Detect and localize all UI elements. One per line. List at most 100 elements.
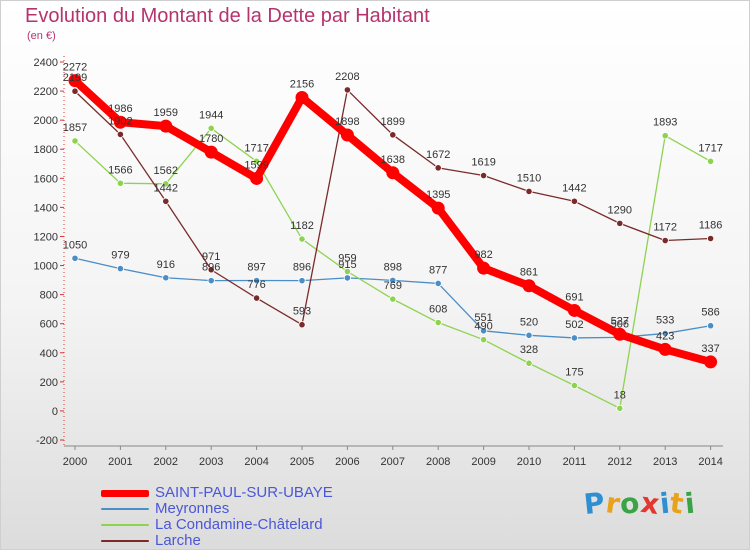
data-point [434, 164, 442, 172]
data-label: 959 [338, 252, 356, 264]
data-label: 175 [565, 366, 583, 378]
data-point [389, 276, 397, 284]
x-tick-label: 2002 [154, 456, 178, 468]
data-point [298, 277, 306, 285]
data-label: 1717 [244, 142, 268, 154]
data-point [162, 180, 170, 188]
legend-label: La Condamine-Châtelard [155, 516, 323, 533]
data-point [253, 157, 261, 165]
data-point [658, 342, 672, 356]
data-label: 1562 [154, 165, 178, 177]
x-tick-label: 2013 [653, 456, 677, 468]
data-point [253, 294, 261, 302]
data-point [706, 322, 715, 330]
data-point [116, 264, 125, 273]
data-label: 897 [247, 262, 265, 274]
y-tick-label: -200 [36, 435, 58, 447]
data-point [386, 166, 400, 180]
data-point [613, 327, 627, 341]
data-label: 533 [656, 314, 674, 326]
data-point [340, 128, 354, 142]
data-point [298, 321, 306, 329]
data-label: 1290 [608, 204, 632, 216]
data-point [706, 234, 715, 243]
data-point [479, 327, 488, 335]
data-label: 769 [384, 280, 402, 292]
data-label: 2272 [63, 62, 87, 74]
x-tick-label: 2014 [698, 456, 722, 468]
data-label: 2156 [290, 78, 314, 90]
y-tick-label: 1800 [34, 144, 58, 156]
proxiti-logo: Proxiti [582, 486, 697, 521]
data-label: 861 [520, 267, 538, 279]
data-label: 982 [474, 249, 492, 261]
data-label: 1395 [426, 189, 450, 201]
y-tick-label: 2200 [34, 86, 58, 98]
data-label: 1717 [698, 142, 722, 154]
data-point [343, 86, 351, 94]
data-label: 1172 [653, 222, 677, 234]
data-label: 1182 [290, 220, 314, 232]
data-point [525, 187, 533, 195]
data-label: 971 [202, 251, 220, 263]
data-label: 1959 [154, 107, 178, 119]
y-tick-label: 400 [40, 348, 58, 360]
x-tick-label: 2010 [517, 456, 541, 468]
y-tick-label: 2000 [34, 115, 58, 127]
data-label: 1944 [199, 109, 223, 121]
data-point [389, 131, 397, 139]
data-point [250, 171, 264, 185]
data-point [68, 74, 82, 88]
x-tick-label: 2005 [290, 456, 314, 468]
data-point [298, 235, 306, 243]
data-label: 1898 [335, 116, 359, 128]
data-point [389, 295, 397, 303]
x-tick-label: 2012 [608, 456, 632, 468]
logo-letter: i [682, 486, 697, 521]
data-label: 1986 [108, 103, 132, 115]
x-tick-label: 2006 [335, 456, 359, 468]
data-point [159, 119, 173, 133]
data-label: 1619 [471, 157, 495, 169]
data-label: 608 [429, 304, 447, 316]
data-point [525, 359, 533, 367]
y-tick-label: 800 [40, 290, 58, 302]
legend-swatch [101, 508, 149, 510]
data-label: 328 [520, 344, 538, 356]
data-point [71, 254, 79, 262]
data-point [207, 124, 215, 132]
data-point [204, 145, 218, 159]
y-tick-label: 1200 [34, 231, 58, 243]
data-label: 18 [614, 389, 626, 401]
data-point [661, 236, 669, 245]
data-point [616, 404, 624, 412]
data-label: 1510 [517, 172, 541, 184]
legend-swatch [101, 540, 149, 542]
data-label: 916 [157, 259, 175, 271]
data-label: 586 [701, 307, 719, 319]
data-label: 898 [384, 261, 402, 273]
data-point [207, 277, 215, 285]
x-tick-label: 2008 [426, 456, 450, 468]
data-label: 551 [474, 312, 492, 324]
data-label: 1899 [381, 116, 405, 128]
data-point [479, 171, 488, 180]
x-tick-label: 2009 [471, 456, 495, 468]
legend-label: Meyronnes [155, 500, 230, 517]
data-point [479, 336, 488, 344]
data-point [661, 329, 669, 338]
data-point [343, 267, 351, 276]
data-label: 423 [656, 330, 674, 342]
data-label: 2208 [335, 71, 359, 83]
data-label: 337 [701, 343, 719, 355]
y-tick-label: 1000 [34, 261, 58, 273]
x-tick-label: 2001 [108, 456, 132, 468]
data-label: 1857 [63, 122, 87, 134]
legend-label: Larche [155, 532, 201, 549]
data-label: 2199 [63, 72, 87, 84]
data-label: 896 [293, 262, 311, 274]
data-label: 1050 [63, 239, 87, 251]
data-point [616, 219, 624, 227]
